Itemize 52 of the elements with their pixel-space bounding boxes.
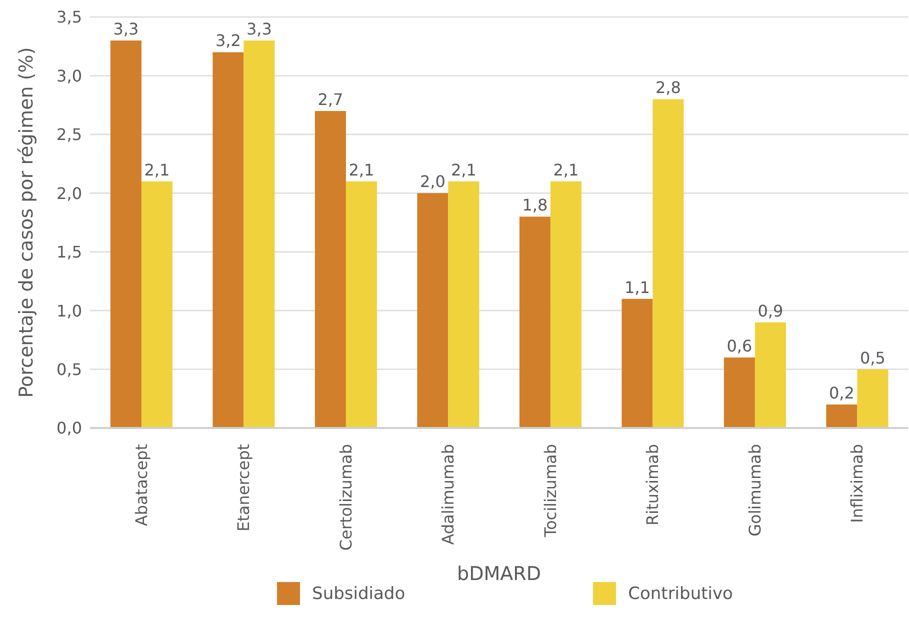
x-tick-label: Golimumab [745, 444, 764, 536]
bar [550, 181, 582, 428]
legend-label: Contributivo [628, 584, 733, 604]
data-label: 2,7 [318, 90, 344, 109]
bar [724, 358, 755, 428]
bar [212, 52, 244, 428]
bar [244, 40, 275, 428]
y-tick-label: 2,5 [56, 125, 82, 144]
y-tick-label: 1,0 [56, 301, 82, 320]
y-tick-label: 0,5 [56, 360, 82, 379]
data-label: 2,1 [553, 160, 579, 180]
data-label: 1,1 [624, 278, 650, 297]
bar [754, 322, 786, 428]
data-label: 0,5 [860, 348, 886, 368]
y-axis-title: Porcentaje de casos por régimen (%) [16, 47, 38, 398]
data-label: 1,8 [522, 196, 548, 215]
data-label: 0,9 [758, 301, 784, 320]
y-tick-label: 2,0 [56, 184, 82, 203]
bar [519, 216, 550, 428]
data-label: 3,2 [215, 31, 241, 50]
x-tick-label: Tocilizumab [540, 444, 560, 538]
data-label: 2,1 [144, 160, 170, 180]
data-label: 2,0 [420, 172, 446, 192]
y-tick-label: 1,5 [56, 242, 82, 262]
x-tick-label: Etanercept [234, 444, 254, 532]
bar [857, 369, 888, 428]
x-axis-title: bDMARD [457, 563, 541, 585]
x-tick-label: Abatacept [132, 444, 151, 526]
data-label: 0,2 [828, 384, 854, 403]
y-tick-label: 0,0 [56, 418, 82, 438]
x-tick-label: Infliximab [848, 444, 867, 523]
x-tick-label: Certolizumab [336, 444, 356, 551]
bar [110, 40, 142, 428]
legend-label: Subsidiado [312, 584, 406, 604]
bar [622, 298, 653, 428]
bar [314, 110, 346, 428]
data-label: 3,3 [246, 19, 272, 38]
data-label: 2,1 [348, 160, 374, 180]
bar [141, 181, 172, 428]
data-label: 0,6 [726, 336, 752, 356]
y-tick-label: 3,0 [56, 66, 82, 86]
data-label: 2,8 [655, 78, 681, 98]
bar [448, 181, 480, 428]
bar [652, 99, 684, 428]
bar [826, 404, 858, 428]
x-tick-label: Adalimumab [438, 444, 458, 545]
data-label: 3,3 [113, 19, 139, 38]
x-tick-label: Rituximab [643, 444, 662, 526]
y-tick-label: 3,5 [56, 8, 82, 27]
bar [417, 193, 448, 428]
data-label: 2,1 [450, 160, 476, 180]
bar [346, 181, 377, 428]
